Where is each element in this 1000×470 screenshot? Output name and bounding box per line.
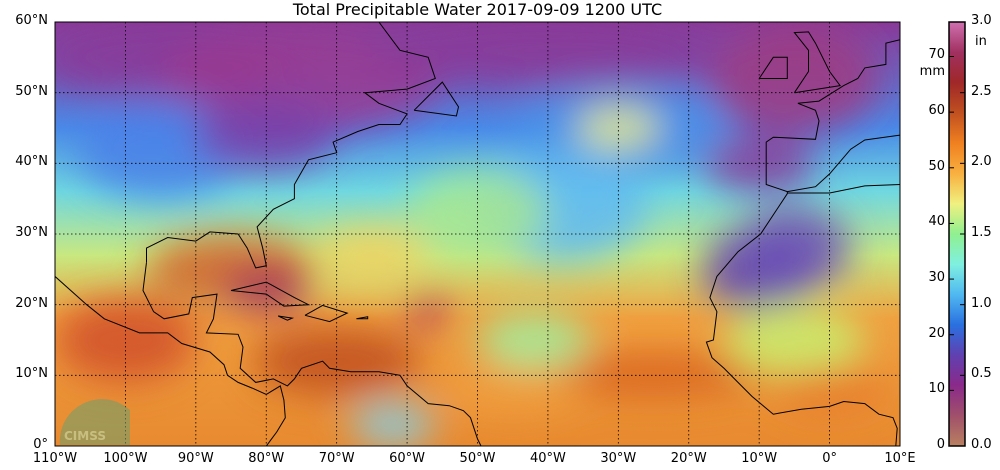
lon-label: 110°W <box>32 451 78 466</box>
lat-label: 60°N <box>15 13 48 28</box>
svg-text:CIMSS: CIMSS <box>64 429 106 443</box>
tpw-region <box>738 205 851 291</box>
tpw-region <box>55 297 196 383</box>
colorbar-in-tick: 2.0 <box>971 154 992 170</box>
lon-label: 60°W <box>389 451 426 466</box>
tpw-region <box>350 403 436 446</box>
coastline <box>146 22 436 269</box>
lon-label: 40°W <box>529 451 566 466</box>
colorbar-in-tick: 1.0 <box>971 295 992 311</box>
lat-label: 0° <box>33 437 48 452</box>
colorbar-mm-tick: 50 <box>928 158 945 174</box>
colorbar-in-unit: in <box>975 34 987 49</box>
colorbar-mm-tick: 20 <box>928 325 945 341</box>
tpw-field <box>55 22 900 446</box>
colorbar-in-tick: 0.5 <box>971 366 992 382</box>
lon-label: 20°W <box>670 451 707 466</box>
tpw-region <box>477 311 591 369</box>
coastline <box>787 184 900 194</box>
tpw-region <box>442 368 584 411</box>
coastline <box>356 316 369 320</box>
tpw-region <box>407 170 548 256</box>
lat-label: 30°N <box>15 225 48 240</box>
tpw-region <box>709 22 879 136</box>
lon-label: 30°W <box>600 451 637 466</box>
colorbar-mm-tick: 10 <box>928 381 945 397</box>
lon-label: 70°W <box>318 451 355 466</box>
tpw-region <box>315 226 429 284</box>
lon-label: 10°E <box>884 451 916 466</box>
lat-label: 50°N <box>15 83 48 99</box>
lon-label: 100°W <box>103 451 148 466</box>
colorbar-mm-tick: 60 <box>928 103 945 119</box>
lat-label: 10°N <box>15 366 48 382</box>
tpw-region <box>371 22 724 86</box>
coastline <box>787 134 900 193</box>
colorbar-mm-tick: 40 <box>928 214 945 230</box>
tpw-region <box>407 297 450 326</box>
colorbar-mm-tick: 0 <box>936 437 945 452</box>
colorbar-mm-tick: 30 <box>928 270 945 286</box>
lat-label: 40°N <box>15 154 48 170</box>
lon-label: 80°W <box>248 451 285 466</box>
coastline <box>142 262 482 446</box>
coastline <box>277 315 295 321</box>
map-frame <box>54 21 901 447</box>
tpw-region <box>576 106 661 150</box>
lon-label: 50°W <box>459 451 496 466</box>
tpw-region <box>252 325 422 397</box>
tpw-region <box>723 304 865 376</box>
tpw-region <box>547 354 760 397</box>
coastline <box>793 31 841 94</box>
lat-label: 20°N <box>15 295 48 311</box>
coastline <box>758 56 788 79</box>
lon-label: 90°W <box>177 451 214 466</box>
colorbar-in-tick: 0.0 <box>971 437 992 452</box>
lon-label: 0° <box>822 451 837 466</box>
colorbar-mm-unit: mm <box>919 64 945 80</box>
coastline <box>413 81 460 117</box>
cimss-logo: CIMSS <box>59 399 130 445</box>
colorbar-in-tick: 2.5 <box>971 83 992 99</box>
colorbar-in-tick: 3.0 <box>971 13 992 28</box>
tpw-region <box>773 368 886 411</box>
figure-title: Total Precipitable Water 2017-09-09 1200… <box>292 0 663 19</box>
lon-label: 10°W <box>741 451 778 466</box>
coastline <box>304 304 349 323</box>
colorbar-in-tick: 1.5 <box>971 225 992 240</box>
colorbar-mm-tick: 70 <box>928 47 945 63</box>
